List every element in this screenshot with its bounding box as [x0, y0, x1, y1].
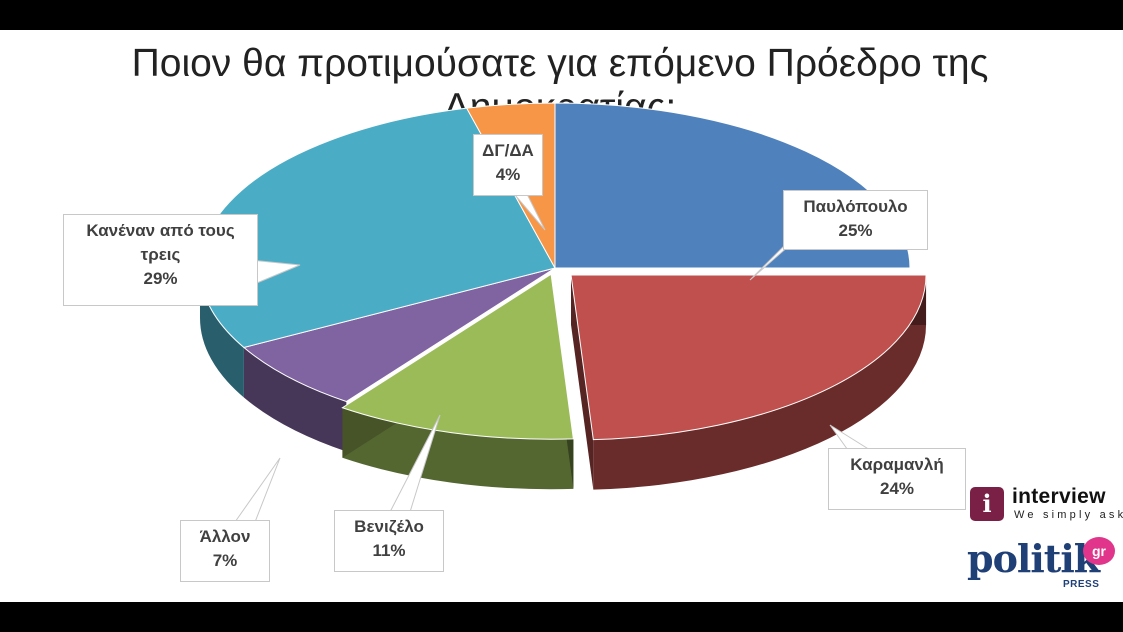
politik-logo: politik gr PRESS: [965, 535, 1123, 599]
slice-cut-καραμανλή: [571, 274, 594, 490]
interview-info-icon: i: [970, 487, 1004, 521]
slice-side-βενιζέλο: [342, 407, 574, 490]
top-letterbox: [0, 0, 1123, 30]
label-kanenan: Κανέναν από τους τρεις 29%: [63, 214, 258, 306]
label-dgda: ΔΓ/ΔΑ 4%: [473, 134, 543, 196]
slide: Ποιον θα προτιμούσατε για επόμενο Πρόεδρ…: [0, 30, 1123, 602]
politik-gr-badge: gr: [1083, 537, 1115, 565]
label-karamanli: Καραμανλή 24%: [828, 448, 966, 510]
slice-side-κανέναν-από-τους-τρεις: [200, 268, 244, 398]
slice-side-καραμανλή: [593, 274, 927, 490]
label-pavlopoulo: Παυλόπουλο 25%: [783, 190, 928, 250]
bottom-letterbox: [0, 602, 1123, 632]
pie-slices: [199, 102, 927, 490]
slice-καραμανλή: [570, 274, 927, 441]
slice-side-άλλον: [243, 347, 347, 452]
slice-βενιζέλο: [341, 273, 574, 440]
pie-chart: [199, 102, 927, 523]
interview-logo: i interview We simply ask: [970, 485, 1123, 525]
slice-κανέναν-από-τους-τρεις: [199, 107, 556, 349]
callout-pointer-3: [234, 457, 281, 523]
label-allon: Άλλον 7%: [180, 520, 270, 582]
label-venizelo: Βενιζέλο 11%: [334, 510, 444, 572]
slice-άλλον: [242, 267, 556, 403]
